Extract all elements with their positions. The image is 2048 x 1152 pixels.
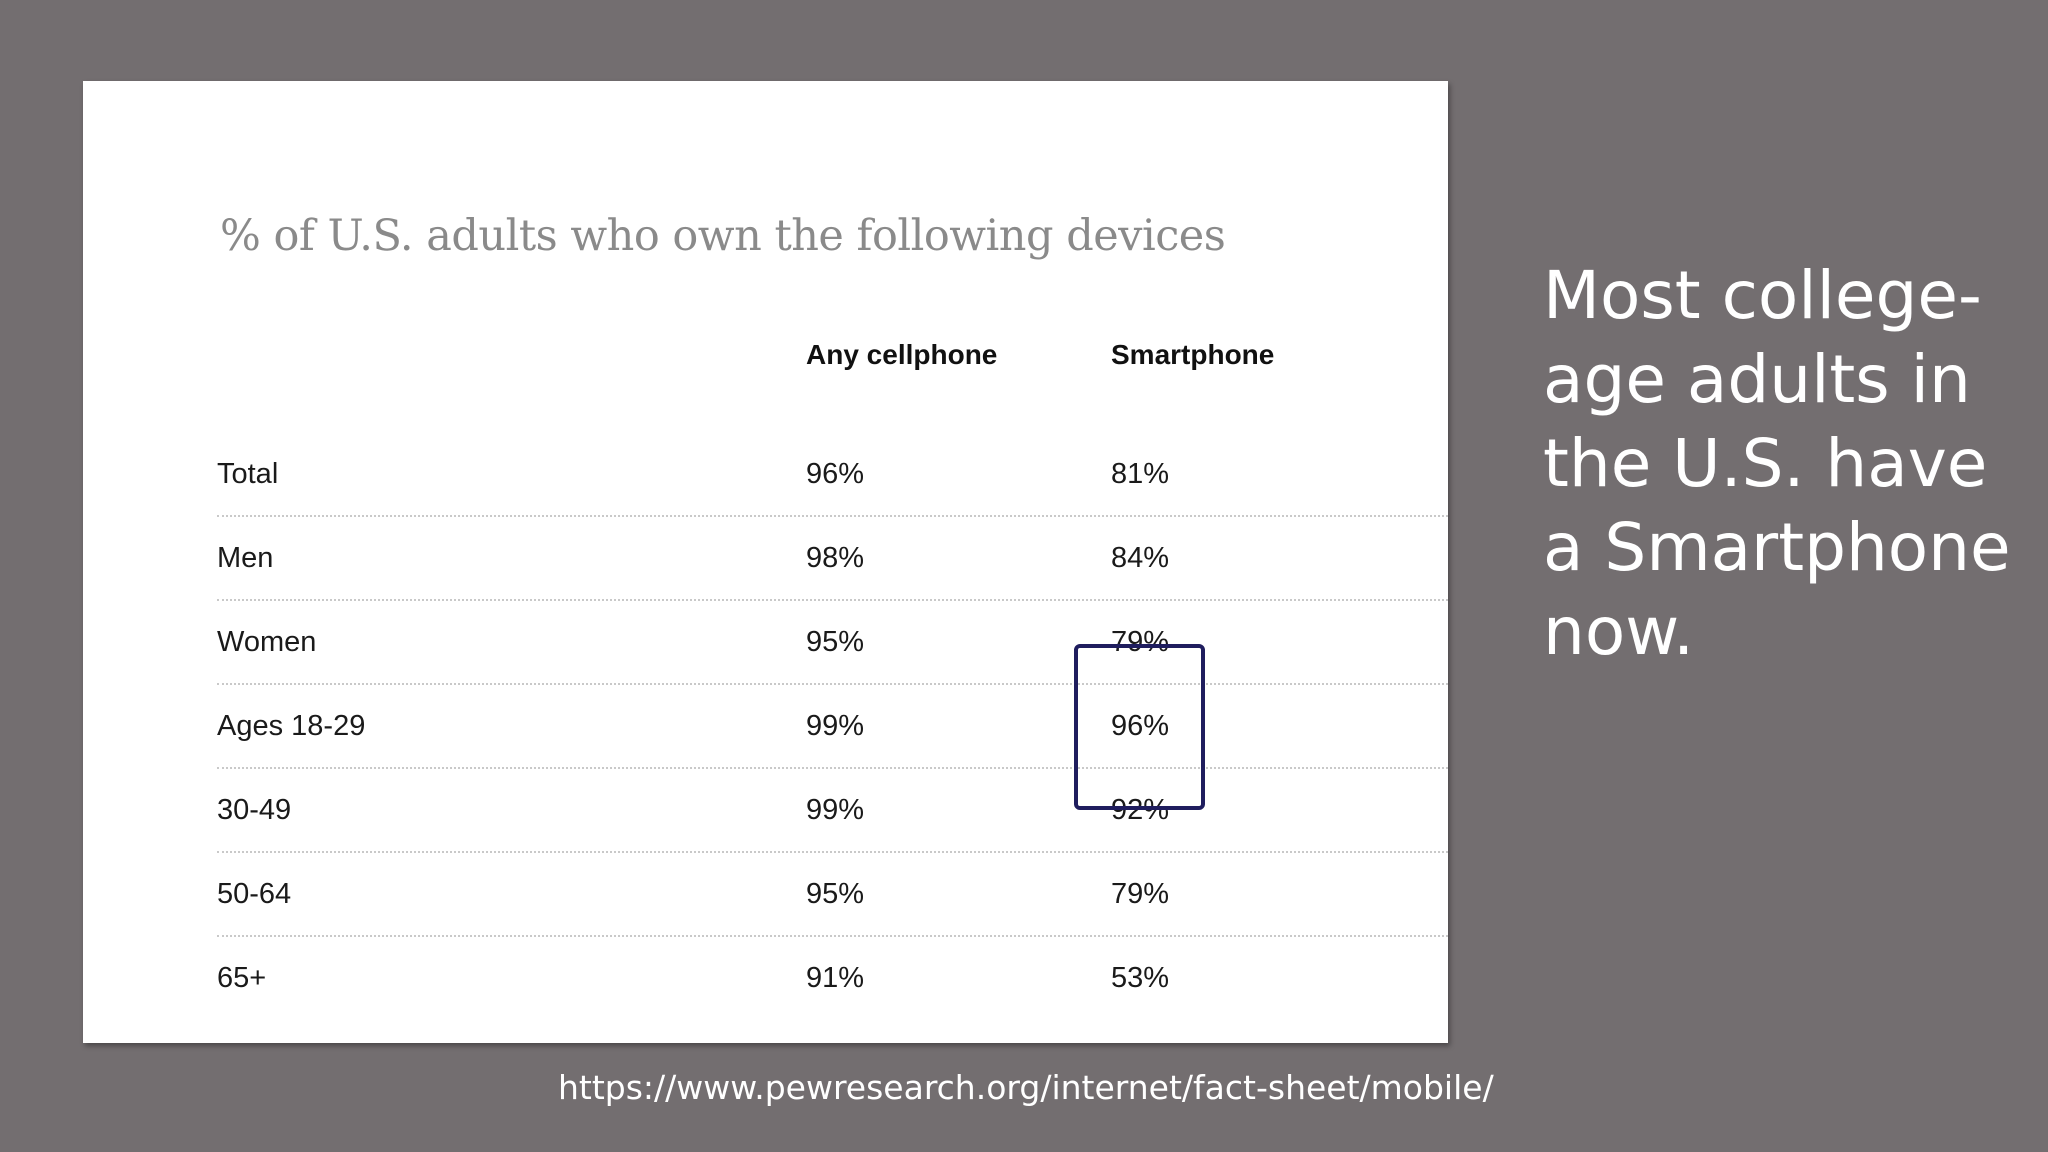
row-divider — [217, 599, 1448, 601]
slide-caption: Most college-age adults in the U.S. have… — [1543, 257, 2011, 670]
smartphone-value: 79% — [1111, 878, 1170, 910]
smartphone-value: 79% — [1111, 626, 1170, 658]
row-label: 30-49 — [217, 794, 292, 826]
column-header-smartphone: Smartphone — [1111, 339, 1275, 370]
row-label: 65+ — [217, 962, 267, 994]
table-card: % of U.S. adults who own the following d… — [83, 81, 1448, 1043]
any-cellphone-value: 95% — [806, 878, 865, 910]
row-divider — [217, 515, 1448, 517]
any-cellphone-value: 96% — [806, 458, 865, 490]
any-cellphone-value: 91% — [806, 962, 865, 994]
row-label: Ages 18-29 — [217, 710, 366, 742]
any-cellphone-value: 99% — [806, 794, 865, 826]
table-title: % of U.S. adults who own the following d… — [220, 211, 1226, 261]
row-label: 50-64 — [217, 878, 292, 910]
smartphone-value: 96% — [1111, 710, 1170, 742]
source-link[interactable]: https://www.pewresearch.org/internet/fac… — [558, 1068, 1494, 1107]
row-divider — [217, 851, 1448, 853]
table-row: Total 96% 81% — [83, 432, 1448, 517]
smartphone-value: 53% — [1111, 962, 1170, 994]
highlight-box — [1074, 644, 1205, 810]
table-row: 50-64 95% 79% — [83, 852, 1448, 937]
table-row: Men 98% 84% — [83, 516, 1448, 601]
row-divider — [217, 935, 1448, 937]
column-header-any-cellphone: Any cellphone — [806, 339, 998, 370]
smartphone-value: 81% — [1111, 458, 1170, 490]
any-cellphone-value: 95% — [806, 626, 865, 658]
any-cellphone-value: 99% — [806, 710, 865, 742]
row-divider — [217, 767, 1448, 769]
table-row: 65+ 91% 53% — [83, 936, 1448, 1020]
table-row: Ages 18-29 99% 96% — [83, 684, 1448, 769]
row-label: Total — [217, 458, 279, 490]
smartphone-value: 84% — [1111, 542, 1170, 574]
any-cellphone-value: 98% — [806, 542, 865, 574]
table-row: 30-49 99% 92% — [83, 768, 1448, 853]
row-label: Women — [217, 626, 317, 658]
table-row: Women 95% 79% — [83, 600, 1448, 685]
row-label: Men — [217, 542, 274, 574]
smartphone-value: 92% — [1111, 794, 1170, 826]
row-divider — [217, 683, 1448, 685]
